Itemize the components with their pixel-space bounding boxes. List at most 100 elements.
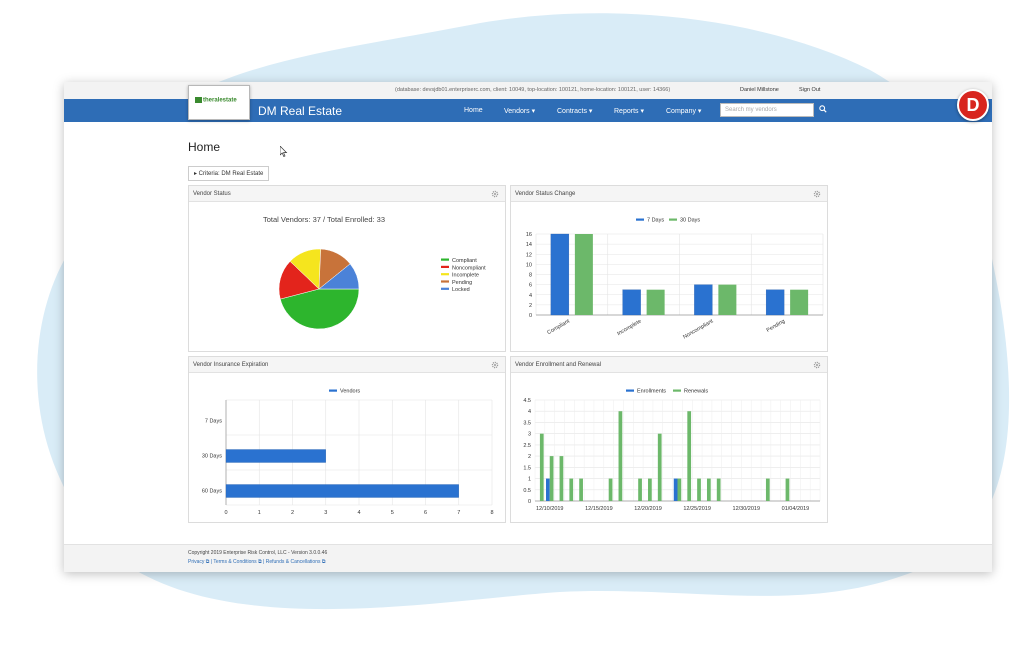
bar-01/03/2020-1 (785, 478, 790, 501)
legend-swatch-incomplete (441, 273, 449, 276)
y-tick-label: 6 (529, 283, 532, 289)
x-tick-label: 4 (357, 510, 360, 516)
enrollment-renewal-panel: Vendor Enrollment and Renewal Enrollment… (510, 356, 828, 523)
panel-header: Vendor Enrollment and Renewal (511, 357, 827, 373)
bar-12/17/2019-1 (618, 411, 623, 501)
vendor-status-change-bar-chart: 7 Days 30 Days 0 2 4 6 8 10 12 14 16 Compliant Incom… (526, 218, 824, 341)
x-tick-label: Compliant (546, 318, 571, 336)
vendor-status-pie-chart: Total Vendors: 37 / Total Enrolled: 33 Co… (263, 215, 486, 330)
user-name-link[interactable]: Daniel Millstone (740, 87, 779, 93)
bar-12/10/2019-0 (546, 478, 550, 501)
logo-text: theralestate (203, 97, 237, 104)
bar-12/16/2019-1 (608, 478, 613, 501)
x-tick-label: 01/04/2019 (782, 506, 810, 512)
y-tick-label: 30 Days (202, 454, 222, 460)
legend-swatch-0 (626, 389, 634, 392)
y-tick-label: 12 (526, 252, 532, 258)
legend-swatch-noncompliant (441, 265, 449, 268)
footer-links[interactable]: Privacy ⧉ | Terms & Conditions ⧉ | Refun… (188, 559, 326, 565)
panel-header: Vendor Status (189, 186, 505, 202)
panel-title: Vendor Status (193, 191, 231, 197)
bar-12/26/2019-1 (706, 478, 711, 501)
legend-swatch-vendors (329, 389, 337, 392)
vendor-status-panel: Vendor Status Total Vendors: 37 / Total … (188, 185, 506, 352)
legend-swatch-1 (669, 218, 677, 221)
y-tick-label: 2.5 (523, 443, 531, 449)
x-tick-label: 8 (490, 510, 493, 516)
x-tick-label: 0 (224, 510, 227, 516)
bar-12/13/2019-1 (579, 478, 583, 501)
bar-12/19/2019-1 (638, 478, 642, 501)
bar-01/01/2020-1 (765, 478, 770, 501)
y-tick-label: 0 (529, 313, 532, 319)
bar-incomplete-0 (622, 289, 641, 316)
y-tick-label: 16 (526, 232, 532, 238)
bar-12/20/2019-1 (648, 478, 652, 501)
bar-12/25/2019-1 (697, 478, 701, 501)
search-icon[interactable] (819, 105, 827, 113)
legend-swatch-pending (441, 280, 449, 283)
pie-slice-compliant (279, 288, 360, 330)
bar-pending-0 (765, 289, 785, 316)
y-tick-label: 4 (529, 293, 532, 299)
sign-out-link[interactable]: Sign Out (799, 87, 821, 93)
x-tick-label: 12/30/2019 (733, 506, 761, 512)
company-logo[interactable]: theralestate (188, 85, 250, 120)
bar-12/23/2019-0 (673, 478, 678, 501)
gear-icon[interactable] (491, 361, 499, 369)
legend-label-0: Enrollments (637, 389, 666, 395)
legend-label-1: 30 Days (680, 218, 700, 224)
x-tick-label: 7 (457, 510, 460, 516)
x-tick-label: 12/20/2019 (634, 506, 662, 512)
y-tick-label: 0.5 (523, 488, 531, 494)
panel-header: Vendor Status Change (511, 186, 827, 202)
y-tick-label: 3 (528, 432, 531, 438)
nav-contracts[interactable]: Contracts ▾ (557, 108, 593, 115)
gear-icon[interactable] (813, 361, 821, 369)
legend-label-locked: Locked (452, 287, 470, 293)
bar-30-days (225, 449, 326, 463)
search-input[interactable]: Search my vendors (720, 103, 814, 117)
top-info-bar: (database: devsjdb01.enterpriserc.com, c… (64, 82, 992, 99)
mouse-cursor-icon (280, 146, 288, 157)
insurance-expiration-bar-chart: Vendors 0 1 2 3 4 5 6 7 8 7 Days 30 Days 60 Days (202, 389, 494, 517)
copyright-text: Copyright 2019 Enterprise Risk Control, … (188, 550, 328, 556)
legend-swatch-1 (673, 389, 681, 392)
x-tick-label: 1 (258, 510, 261, 516)
bar-12/23/2019-1 (677, 478, 682, 501)
legend-label-vendors: Vendors (340, 389, 360, 395)
nav-home[interactable]: Home (464, 107, 483, 114)
legend-label-0: 7 Days (647, 218, 664, 224)
y-tick-label: 8 (529, 273, 532, 279)
gear-icon[interactable] (813, 190, 821, 198)
footer: Copyright 2019 Enterprise Risk Control, … (64, 544, 992, 572)
y-tick-label: 1.5 (523, 465, 531, 471)
nav-company[interactable]: Company ▾ (666, 108, 702, 115)
bar-12/21/2019-1 (657, 433, 662, 501)
y-tick-label: 2 (528, 454, 531, 460)
x-tick-label: 3 (324, 510, 327, 516)
y-tick-label: 0 (528, 499, 531, 505)
page-title: Home (188, 140, 221, 154)
database-info: (database: devsjdb01.enterpriserc.com, c… (395, 87, 671, 93)
user-avatar[interactable]: D (957, 89, 989, 121)
nav-reports[interactable]: Reports ▾ (614, 108, 644, 115)
bar-incomplete-1 (646, 289, 665, 315)
bar-12/27/2019-1 (716, 478, 721, 501)
legend-label-noncompliant: Noncompliant (452, 265, 486, 271)
bar-noncompliant-1 (718, 284, 737, 315)
bar-12/11/2019-1 (559, 456, 564, 501)
panel-title: Vendor Enrollment and Renewal (515, 362, 602, 368)
x-tick-label: 12/25/2019 (683, 506, 711, 512)
y-tick-label: 7 Days (205, 419, 222, 425)
y-tick-label: 3.5 (523, 420, 531, 426)
bar-noncompliant-0 (694, 284, 713, 316)
nav-vendors[interactable]: Vendors ▾ (504, 108, 536, 115)
legend-swatch-locked (441, 287, 449, 290)
pie-chart-title: Total Vendors: 37 / Total Enrolled: 33 (263, 215, 385, 224)
gear-icon[interactable] (491, 190, 499, 198)
criteria-toggle[interactable]: ▸ Criteria: DM Real Estate (188, 166, 270, 181)
pie-slice-locked (318, 263, 360, 290)
bar-12/24/2019-1 (687, 411, 692, 501)
vendor-status-change-panel: Vendor Status Change 7 Days 30 Days 0 2 4 6 8 1… (510, 185, 828, 352)
